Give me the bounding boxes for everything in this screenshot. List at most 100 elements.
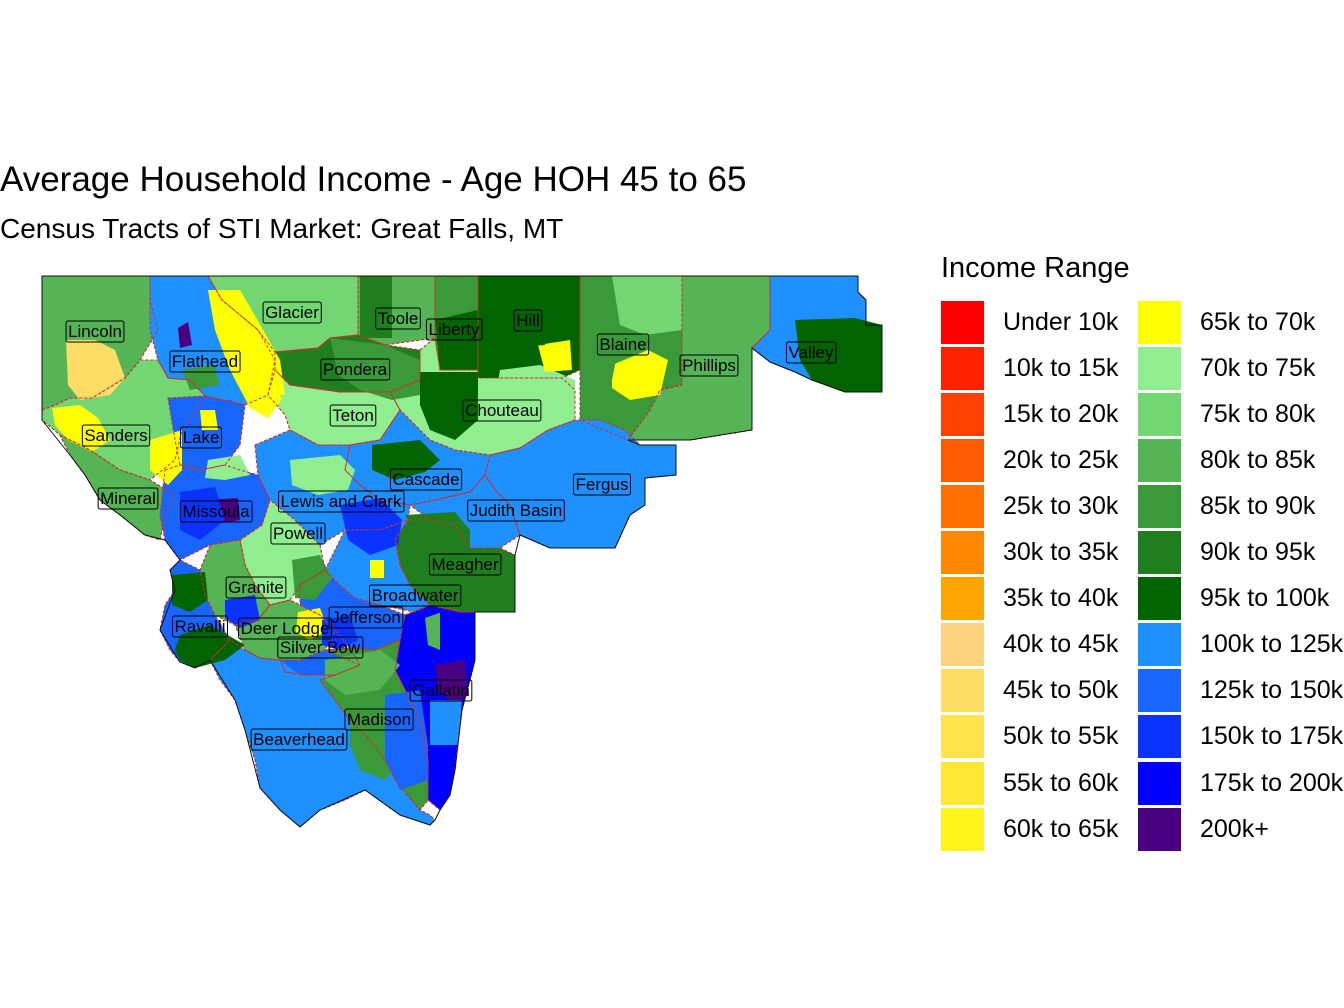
- legend-label: 85k to 90k: [1200, 491, 1316, 520]
- county-label-box: [329, 404, 377, 427]
- county-label: Flathead: [169, 350, 241, 373]
- legend-label: 55k to 60k: [1003, 768, 1119, 797]
- legend-swatch: [1138, 484, 1181, 528]
- county-label-text: Fergus: [576, 475, 629, 494]
- tract-patch: [430, 700, 462, 745]
- legend-label: 125k to 150k: [1200, 676, 1344, 705]
- county-border: [239, 499, 326, 606]
- county-label-text: Meagher: [431, 555, 498, 574]
- legend-label: 45k to 50k: [1003, 676, 1119, 705]
- legend-swatch: [1138, 392, 1181, 436]
- tract-patch: [580, 276, 625, 395]
- tract-patch: [66, 340, 125, 400]
- legend-swatch: [941, 577, 984, 621]
- county-border: [484, 419, 677, 549]
- county-label-box: [277, 636, 364, 659]
- county-labels: Lincoln Flathead Glacier Toole Liberty Hill Bl…: [65, 301, 837, 751]
- tract-patch: [205, 455, 250, 480]
- county-label-box: [344, 708, 414, 731]
- county-label-text: Hill: [516, 311, 540, 330]
- legend-item: 25k to 30k: [941, 484, 1118, 528]
- tract-patch: [182, 365, 220, 390]
- tract-patch: [200, 410, 218, 430]
- legend-swatch: [1138, 807, 1181, 851]
- county-label-box: [81, 424, 151, 447]
- legend-item: 125k to 150k: [1138, 669, 1343, 713]
- legend-label: 150k to 175k: [1200, 722, 1344, 751]
- county-label-box: [262, 301, 322, 324]
- county-label-box: [278, 490, 405, 513]
- tract-patch: [296, 608, 328, 640]
- legend-swatch: [1138, 761, 1181, 805]
- county-label: Beaverhead: [250, 728, 348, 751]
- legend-label: 200k+: [1200, 814, 1269, 843]
- county-border: [254, 429, 411, 546]
- tract-patch: [52, 405, 110, 452]
- legend-swatch: [1138, 669, 1181, 713]
- tract-patch: [330, 338, 420, 400]
- legend-item: 45k to 50k: [941, 669, 1118, 713]
- legend-swatch: [941, 669, 984, 713]
- county-label-text: Powell: [273, 524, 323, 543]
- county-label-text: Beaverhead: [253, 730, 345, 749]
- legend-label: 20k to 25k: [1003, 445, 1119, 474]
- legend-label: 40k to 45k: [1003, 630, 1119, 659]
- county-label-text: Broadwater: [372, 586, 459, 605]
- tract-patch: [360, 276, 392, 338]
- legend-label: 60k to 65k: [1003, 814, 1119, 843]
- county-label-box: [428, 553, 502, 576]
- tract-patch: [180, 487, 225, 540]
- tract-patch: [208, 290, 285, 418]
- tract-patch: [612, 350, 668, 400]
- tract-patch: [325, 650, 400, 695]
- legend-label: 70k to 75k: [1200, 353, 1316, 382]
- county-label-box: [513, 309, 543, 332]
- legend-item: 40k to 45k: [941, 623, 1118, 667]
- county-label: Meagher: [428, 553, 502, 576]
- legend-swatch: [941, 346, 984, 390]
- county-label-text: Liberty: [428, 320, 480, 339]
- legend-item: 95k to 100k: [1138, 577, 1329, 621]
- county-label-text: Jefferson: [331, 608, 401, 627]
- county-label: Madison: [344, 708, 414, 731]
- county-border: [274, 334, 421, 393]
- county-border: [394, 519, 516, 613]
- legend-label: 80k to 85k: [1200, 445, 1316, 474]
- county-label-text: Mineral: [100, 489, 156, 508]
- tract-patch: [290, 455, 355, 495]
- county-label-text: Lake: [183, 428, 220, 447]
- tract-patch: [372, 440, 440, 480]
- map-subtitle: Census Tracts of STI Market: Great Falls…: [0, 213, 564, 244]
- county-label-box: [169, 350, 241, 373]
- county-label-box: [225, 576, 287, 599]
- county-label-text: Flathead: [172, 352, 238, 371]
- county-label: Sanders: [81, 424, 151, 447]
- legend-label: 95k to 100k: [1200, 584, 1330, 613]
- legend-item: 15k to 20k: [941, 392, 1118, 436]
- county-label: Blaine: [596, 333, 650, 356]
- county-label: Lewis and Clark: [278, 490, 405, 513]
- state-outline: [41, 275, 883, 828]
- legend-swatch: [941, 392, 984, 436]
- legend-swatch: [1138, 715, 1181, 759]
- county-label: Cascade: [389, 468, 463, 491]
- tract-patch: [150, 430, 182, 485]
- legend-item: 35k to 40k: [941, 577, 1118, 621]
- legend-swatch: [1138, 623, 1181, 667]
- county-label-box: [467, 499, 565, 522]
- county-label: Ravalli: [171, 615, 229, 638]
- tract-patch: [405, 512, 470, 548]
- legend-swatch: [1138, 300, 1181, 344]
- county-label-text: Pondera: [323, 360, 388, 379]
- tract-patch: [370, 560, 384, 578]
- legend-item: 85k to 90k: [1138, 484, 1315, 528]
- county-label-box: [409, 679, 473, 702]
- county-border: [408, 474, 521, 549]
- tract-patch: [538, 340, 572, 372]
- county-label-box: [389, 468, 463, 491]
- county-label-box: [596, 333, 650, 356]
- county-label-box: [785, 341, 837, 364]
- legend-label: 30k to 35k: [1003, 538, 1119, 566]
- county-label-text: Sanders: [84, 426, 147, 445]
- county-label: Liberty: [425, 318, 483, 341]
